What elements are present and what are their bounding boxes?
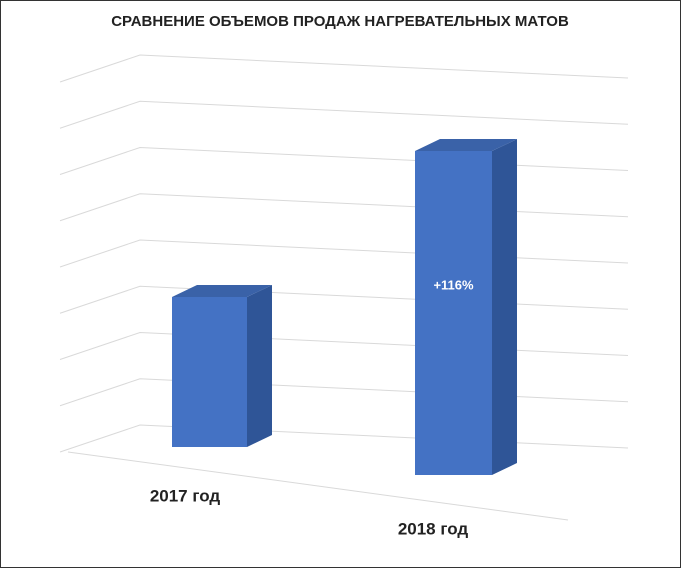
bar-front: [172, 297, 247, 447]
bar-front: [415, 151, 492, 475]
chart-title: СРАВНЕНИЕ ОБЪЕМОВ ПРОДАЖ НАГРЕВАТЕЛЬНЫХ …: [111, 13, 569, 30]
annotation: +116%: [433, 277, 474, 292]
bar-top: [172, 285, 272, 297]
bar: [172, 285, 272, 447]
grid-line: [59, 100, 629, 129]
bar-top: [415, 139, 517, 151]
bar-side: [247, 285, 272, 447]
x-tick-label: 2017 год: [150, 486, 221, 505]
bar: [415, 139, 517, 475]
floor-edge: [67, 451, 569, 521]
grid-line: [59, 54, 629, 83]
x-tick-label: 2018 год: [398, 519, 469, 538]
bar-side: [492, 139, 517, 475]
